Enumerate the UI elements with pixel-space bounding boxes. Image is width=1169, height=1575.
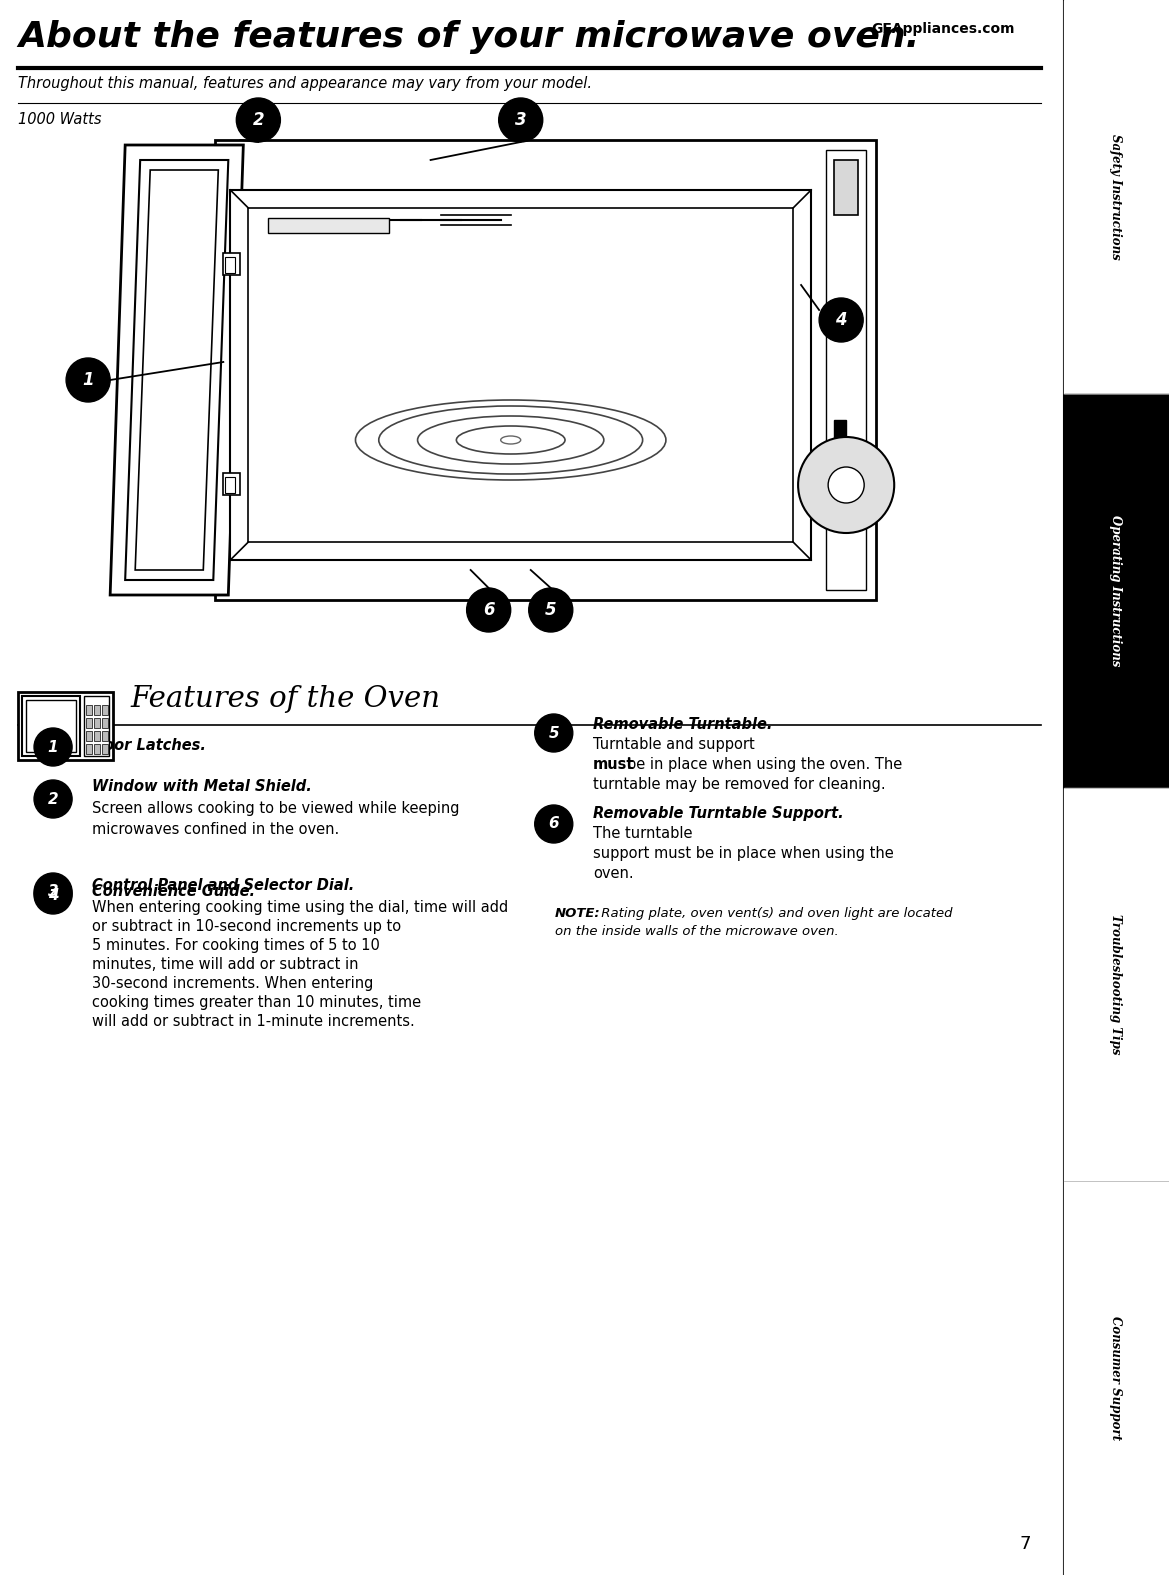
Text: 3: 3 [48, 885, 58, 899]
Text: or subtract in 10-second increments up to: or subtract in 10-second increments up t… [92, 918, 401, 934]
Text: 2: 2 [48, 792, 58, 806]
Text: 4: 4 [48, 887, 58, 902]
Text: Removable Turntable Support.: Removable Turntable Support. [593, 806, 844, 821]
Bar [102, 731, 109, 740]
Circle shape [236, 98, 281, 142]
Bar [102, 718, 109, 728]
Text: 3: 3 [514, 110, 526, 129]
Bar [826, 150, 866, 591]
Ellipse shape [500, 436, 520, 444]
Text: will add or subtract in 1-minute increments.: will add or subtract in 1-minute increme… [92, 1014, 415, 1028]
Text: 1: 1 [82, 372, 94, 389]
Text: oven.: oven. [593, 866, 634, 880]
Bar [835, 161, 858, 216]
Text: 30-second increments. When entering: 30-second increments. When entering [92, 976, 374, 991]
Text: turntable may be removed for cleaning.: turntable may be removed for cleaning. [593, 776, 885, 792]
Text: 4: 4 [836, 310, 848, 329]
Bar [102, 706, 109, 715]
Circle shape [34, 780, 72, 817]
Text: microwaves confined in the oven.: microwaves confined in the oven. [92, 822, 339, 836]
Circle shape [528, 587, 573, 632]
Text: on the inside walls of the microwave oven.: on the inside walls of the microwave ove… [555, 925, 838, 939]
Text: 1000 Watts: 1000 Watts [18, 112, 102, 128]
Polygon shape [110, 145, 243, 595]
Bar [22, 696, 81, 756]
Text: Door Latches.: Door Latches. [92, 739, 206, 753]
Text: 7: 7 [1019, 1536, 1031, 1553]
Bar [223, 472, 241, 495]
Circle shape [34, 873, 72, 910]
Bar [226, 477, 235, 493]
Text: The turntable: The turntable [593, 825, 692, 841]
Bar [102, 743, 109, 754]
Circle shape [466, 587, 511, 632]
Text: GEAppliances.com: GEAppliances.com [871, 22, 1015, 36]
Text: Removable Turntable.: Removable Turntable. [593, 717, 773, 732]
Circle shape [534, 713, 573, 751]
Text: 5: 5 [545, 602, 556, 619]
Bar [95, 731, 101, 740]
Text: Rating plate, oven vent(s) and oven light are located: Rating plate, oven vent(s) and oven ligh… [597, 907, 953, 920]
Circle shape [798, 436, 894, 532]
Text: minutes, time will add or subtract in: minutes, time will add or subtract in [92, 958, 359, 972]
Circle shape [67, 358, 110, 402]
Text: Throughout this manual, features and appearance may vary from your model.: Throughout this manual, features and app… [18, 76, 592, 91]
Text: Screen allows cooking to be viewed while keeping: Screen allows cooking to be viewed while… [92, 802, 459, 816]
Circle shape [534, 805, 573, 843]
Bar [223, 254, 241, 276]
Text: About the features of your microwave oven.: About the features of your microwave ove… [18, 20, 919, 54]
Polygon shape [136, 170, 219, 570]
Text: Troubleshooting Tips: Troubleshooting Tips [1108, 913, 1122, 1055]
Text: NOTE:: NOTE: [555, 907, 601, 920]
Text: must: must [593, 758, 635, 772]
Bar [95, 706, 101, 715]
Text: Safety Instructions: Safety Instructions [1108, 134, 1122, 260]
Bar [1065, 1181, 1169, 1575]
Circle shape [819, 298, 863, 342]
Bar [87, 706, 92, 715]
Bar [26, 699, 76, 751]
Text: 5: 5 [548, 726, 559, 740]
Bar [269, 217, 388, 233]
Bar [1065, 0, 1169, 394]
Text: When entering cooking time using the dial, time will add: When entering cooking time using the dia… [92, 899, 509, 915]
Circle shape [828, 468, 864, 502]
Bar [18, 691, 113, 761]
Text: cooking times greater than 10 minutes, time: cooking times greater than 10 minutes, t… [92, 995, 421, 1010]
Text: support must be in place when using the: support must be in place when using the [593, 846, 893, 862]
Text: 6: 6 [483, 602, 494, 619]
Bar [95, 718, 101, 728]
Polygon shape [125, 161, 228, 580]
Bar [230, 191, 811, 561]
Circle shape [34, 876, 72, 913]
Circle shape [499, 98, 542, 142]
Text: Features of the Oven: Features of the Oven [130, 685, 441, 713]
Text: 1: 1 [48, 740, 58, 754]
Bar [84, 696, 109, 756]
Bar [95, 743, 101, 754]
Bar [215, 140, 877, 600]
Bar [835, 421, 846, 450]
Text: 2: 2 [253, 110, 264, 129]
Bar [1065, 788, 1169, 1181]
Text: Window with Metal Shield.: Window with Metal Shield. [92, 780, 312, 794]
Text: Convenience Guide.: Convenience Guide. [92, 884, 255, 898]
Bar [248, 208, 793, 542]
Bar [87, 731, 92, 740]
Text: 6: 6 [548, 816, 559, 832]
Circle shape [34, 728, 72, 765]
Bar [226, 257, 235, 272]
Bar [87, 743, 92, 754]
Text: Turntable and support: Turntable and support [593, 737, 754, 751]
Text: be in place when using the oven. The: be in place when using the oven. The [627, 758, 902, 772]
Bar [1065, 394, 1169, 788]
Bar [835, 480, 846, 510]
Text: 5 minutes. For cooking times of 5 to 10: 5 minutes. For cooking times of 5 to 10 [92, 939, 380, 953]
Text: Control Panel and Selector Dial.: Control Panel and Selector Dial. [92, 877, 354, 893]
Bar [87, 718, 92, 728]
Text: Consumer Support: Consumer Support [1108, 1317, 1122, 1440]
Text: Operating Instructions: Operating Instructions [1108, 515, 1122, 666]
